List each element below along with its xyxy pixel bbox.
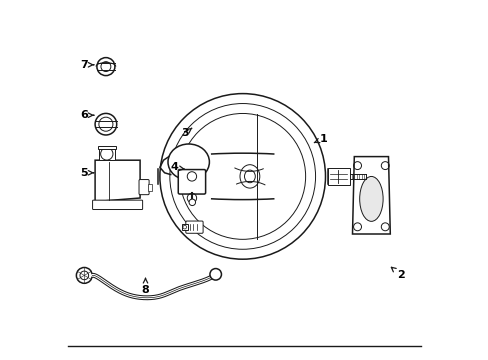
FancyBboxPatch shape bbox=[139, 180, 149, 195]
Text: 6: 6 bbox=[80, 110, 94, 120]
Ellipse shape bbox=[359, 176, 382, 221]
Ellipse shape bbox=[168, 144, 209, 180]
Text: 1: 1 bbox=[314, 134, 327, 144]
Circle shape bbox=[189, 199, 195, 206]
Text: 5: 5 bbox=[81, 168, 94, 178]
Circle shape bbox=[95, 113, 117, 135]
Circle shape bbox=[97, 58, 115, 76]
Bar bbox=[98, 146, 116, 149]
Ellipse shape bbox=[160, 94, 325, 259]
FancyBboxPatch shape bbox=[185, 221, 203, 233]
Polygon shape bbox=[95, 160, 140, 202]
Bar bbox=[148, 184, 151, 191]
FancyBboxPatch shape bbox=[92, 200, 142, 210]
Circle shape bbox=[76, 267, 92, 283]
Text: 7: 7 bbox=[80, 60, 94, 70]
FancyBboxPatch shape bbox=[178, 170, 205, 194]
FancyBboxPatch shape bbox=[327, 168, 349, 185]
Bar bbox=[182, 224, 187, 230]
Polygon shape bbox=[352, 157, 389, 234]
Text: 2: 2 bbox=[390, 267, 404, 280]
Text: 4: 4 bbox=[170, 162, 183, 172]
Text: 8: 8 bbox=[142, 279, 149, 295]
Text: 3: 3 bbox=[181, 128, 191, 138]
Circle shape bbox=[209, 269, 221, 280]
Bar bbox=[99, 148, 115, 160]
